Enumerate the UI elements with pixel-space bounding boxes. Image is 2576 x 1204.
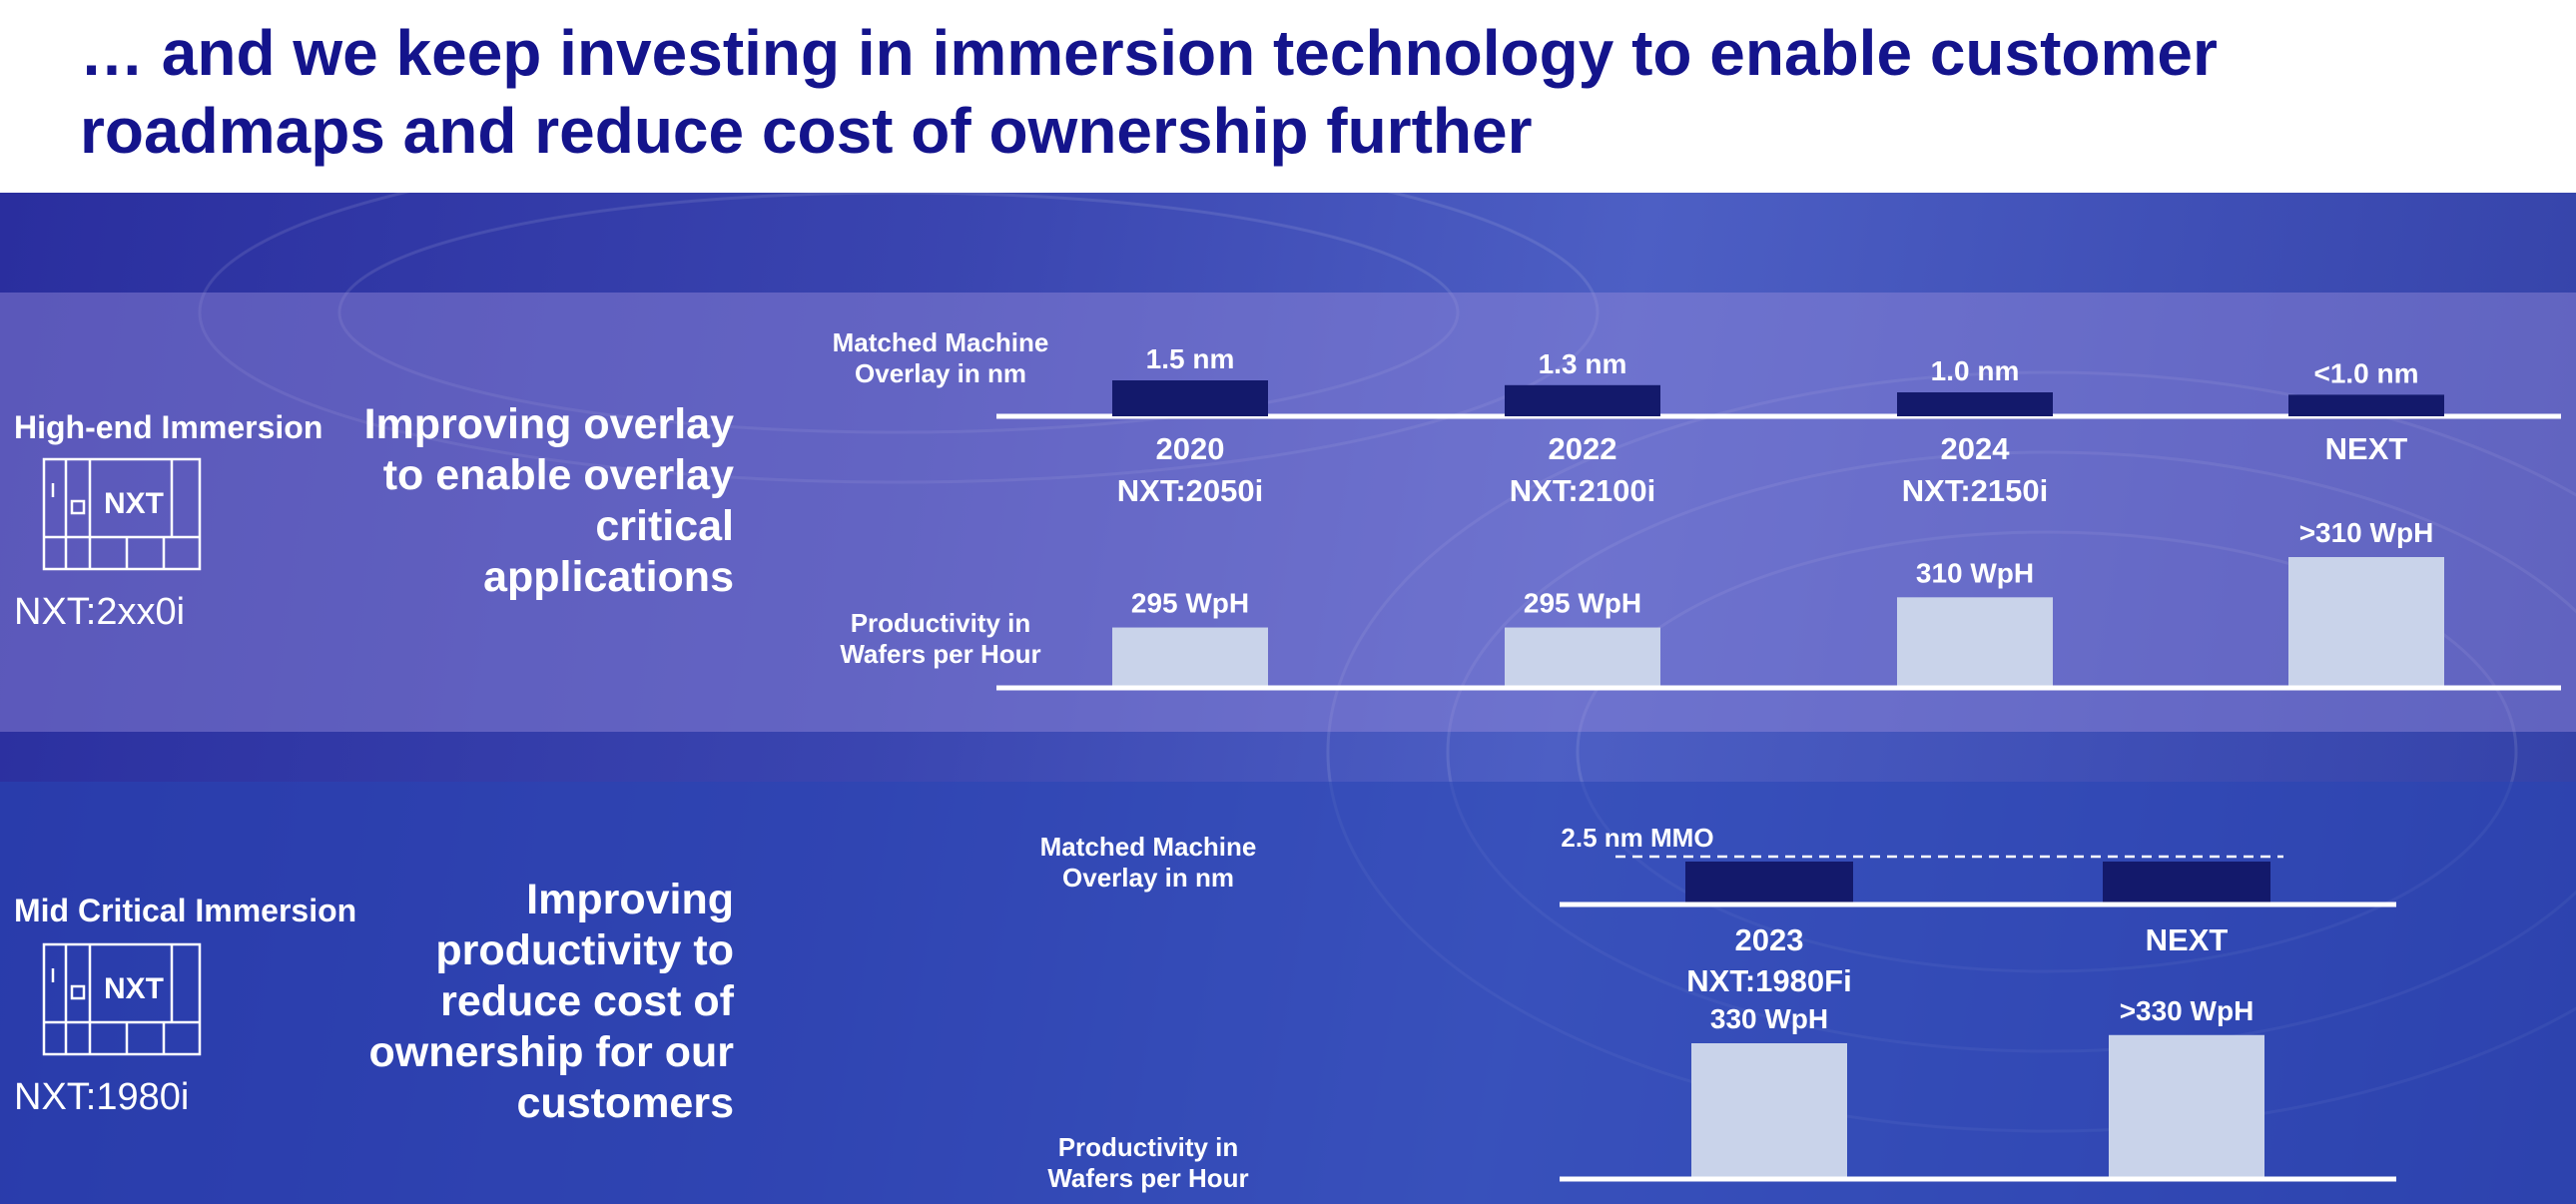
productivity-bar bbox=[1505, 627, 1660, 688]
productivity-bar bbox=[1112, 627, 1268, 688]
productivity-data-label: 295 WpH bbox=[1524, 588, 1641, 619]
mid-critical-section-label: Mid Critical Immersion bbox=[14, 893, 357, 928]
year-tick-label: 2022 bbox=[1549, 431, 1617, 466]
high-end-band bbox=[0, 293, 2576, 732]
page-title: … and we keep investing in immersion tec… bbox=[80, 17, 2218, 167]
overlay-data-label: 1.3 nm bbox=[1539, 348, 1627, 379]
nxt-machine-icon: NXT bbox=[42, 457, 202, 571]
machine-tick-label: NXT:2150i bbox=[1902, 473, 2048, 508]
overlay-data-label: 1.0 nm bbox=[1931, 355, 2020, 386]
productivity-bar bbox=[1691, 1043, 1847, 1179]
nxt-machine-icon: NXT bbox=[42, 942, 202, 1056]
mid-critical-productivity-axis-label: Productivity in Wafers per Hour bbox=[1047, 1132, 1249, 1193]
productivity-bar bbox=[2288, 557, 2444, 688]
overlay-data-label: 1.5 nm bbox=[1146, 343, 1235, 374]
high-end-section-label: High-end Immersion bbox=[14, 409, 323, 445]
productivity-data-label: >310 WpH bbox=[2299, 517, 2434, 548]
year-tick-label: 2023 bbox=[1735, 922, 1804, 957]
machine-tick-label: NXT:2050i bbox=[1117, 473, 1263, 508]
mid-critical-headline: Improving productivity to reduce cost of… bbox=[368, 876, 735, 1127]
machine-icon-label: NXT bbox=[104, 487, 164, 520]
overlay-bar bbox=[1505, 384, 1660, 416]
overlay-bar bbox=[1112, 380, 1268, 416]
year-tick-label: NEXT bbox=[2146, 922, 2229, 957]
high-end-productivity-axis-label: Productivity in Wafers per Hour bbox=[840, 608, 1041, 669]
productivity-data-label: 295 WpH bbox=[1131, 588, 1249, 619]
high-end-product-name: NXT:2xx0i bbox=[14, 591, 186, 633]
high-end-headline: Improving overlay to enable overlay crit… bbox=[363, 400, 734, 601]
productivity-data-label: 310 WpH bbox=[1916, 557, 2034, 588]
year-tick-label: NEXT bbox=[2325, 431, 2408, 466]
overlay-bar bbox=[1685, 862, 1853, 904]
overlay-bar bbox=[2103, 862, 2270, 904]
mid-critical-overlay-axis-label: Matched Machine Overlay in nm bbox=[1039, 832, 1257, 893]
year-tick-label: 2020 bbox=[1156, 431, 1225, 466]
year-tick-label: 2024 bbox=[1941, 431, 2011, 466]
machine-tick-label: NXT:1980Fi bbox=[1686, 963, 1851, 998]
productivity-data-label: 330 WpH bbox=[1710, 1003, 1828, 1034]
reference-line-label: 2.5 nm MMO bbox=[1561, 823, 1713, 853]
overlay-bar bbox=[1897, 392, 2053, 416]
high-end-overlay-axis-label: Matched Machine Overlay in nm bbox=[832, 327, 1049, 388]
overlay-data-label: <1.0 nm bbox=[2313, 357, 2418, 388]
productivity-data-label: >330 WpH bbox=[2120, 995, 2254, 1026]
overlay-bar bbox=[2288, 394, 2444, 416]
productivity-bar bbox=[2109, 1034, 2264, 1179]
machine-tick-label: NXT:2100i bbox=[1510, 473, 1655, 508]
machine-icon-label: NXT bbox=[104, 972, 164, 1005]
productivity-bar bbox=[1897, 597, 2053, 688]
mid-critical-product-name: NXT:1980i bbox=[14, 1076, 190, 1118]
